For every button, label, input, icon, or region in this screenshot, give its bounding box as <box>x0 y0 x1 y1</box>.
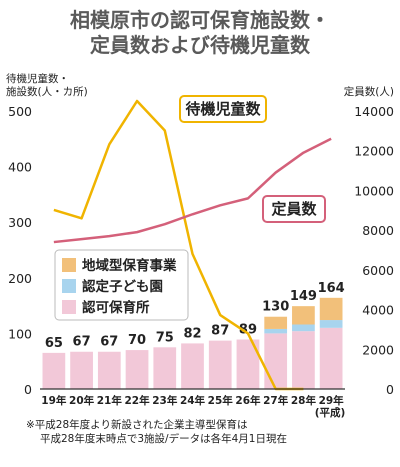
x-tick-label: 21年 <box>97 394 123 407</box>
x-axis-unit: (平成) <box>315 406 346 419</box>
waiting-children-callout-box <box>179 95 267 123</box>
y-right-tick-label: 0 <box>386 382 394 397</box>
y-left-tick-label: 100 <box>8 326 32 341</box>
bar-total-label: 67 <box>100 335 118 350</box>
legend-swatch <box>62 258 76 272</box>
bar-segment-chiiki <box>264 316 288 329</box>
bar-segment-ninka <box>153 347 177 389</box>
legend <box>54 249 189 321</box>
bar-segment-nintei <box>292 324 315 332</box>
bar-segment-ninka <box>125 350 149 389</box>
waiting-children-line <box>53 99 304 391</box>
bar-segment-ninka <box>264 333 288 389</box>
bar-total-label: 70 <box>128 333 146 348</box>
legend-swatch <box>62 279 76 293</box>
y-right-tick-label: 2000 <box>362 342 394 357</box>
bar-segment-ninka <box>208 340 232 389</box>
y-left-tick-label: 300 <box>8 215 32 230</box>
capacity-line <box>53 137 332 244</box>
bar-total-label: 87 <box>211 324 229 339</box>
x-tick-label: 22年 <box>124 394 150 407</box>
bar-total-label: 82 <box>183 326 201 341</box>
y-left-tick-label: 200 <box>8 271 32 286</box>
legend-label: 地域型保育事業 <box>82 257 177 274</box>
y-left-axis-title-line-1: 待機児童数・ <box>6 72 69 85</box>
bar-segment-nintei <box>319 320 343 328</box>
bar-total-label: 89 <box>239 323 257 338</box>
legend-label: 認定子ども園 <box>82 278 163 295</box>
bar-segment-ninka <box>319 327 343 389</box>
y-right-tick-label: 6000 <box>362 263 394 278</box>
bar-segment-ninka <box>70 351 93 389</box>
x-tick-label: 19年 <box>41 394 67 407</box>
x-tick-label: 25年 <box>208 394 234 407</box>
y-left-axis-title-line-2: 施設数(人・カ所) <box>6 85 88 98</box>
y-left-tick-label: 400 <box>8 160 32 175</box>
bar-total-label: 75 <box>156 330 174 345</box>
footnote-line-1: ※平成28年度より新設された企業主導型保育は <box>26 418 247 431</box>
footnote-line-2: 平成28年度末時点で3施設/データは各年4月1日現在 <box>40 432 287 445</box>
chart-title-line-2: 定員数および待機児童数 <box>90 33 311 57</box>
y-right-tick-label: 4000 <box>362 303 394 318</box>
legend-swatch <box>62 300 76 314</box>
capacity-callout-box <box>262 195 326 223</box>
bar-segment-chiiki <box>292 306 315 325</box>
x-tick-label: 20年 <box>69 394 95 407</box>
bar-segment-ninka <box>42 352 66 389</box>
bar-total-label: 164 <box>318 281 345 296</box>
chart-title-line-1: 相模原市の認可保育施設数・ <box>70 8 330 32</box>
bar-segment-chiiki <box>319 297 343 321</box>
x-tick-label: 26年 <box>235 394 261 407</box>
bar-total-label: 65 <box>45 336 63 351</box>
bar-total-label: 67 <box>73 335 91 350</box>
waiting-children-callout-label: 待機児童数 <box>185 100 261 118</box>
x-tick-label: 27年 <box>263 394 289 407</box>
bar-segment-nintei <box>264 328 288 334</box>
y-right-axis-title: 定員数(人) <box>344 85 394 98</box>
bar-segment-ninka <box>292 331 315 389</box>
bar-segment-ninka <box>181 343 204 389</box>
y-right-tick-label: 10000 <box>354 183 394 198</box>
y-right-tick-label: 8000 <box>362 223 394 238</box>
x-tick-label: 29年 <box>319 394 345 407</box>
y-right-tick-label: 14000 <box>354 104 394 119</box>
bar-segment-ninka <box>236 339 260 389</box>
y-left-tick-label: 0 <box>24 382 32 397</box>
bar-segment-ninka <box>97 351 121 389</box>
legend-label: 認可保育所 <box>82 299 150 316</box>
y-right-tick-label: 12000 <box>354 144 394 159</box>
capacity-callout-label: 定員数 <box>271 200 317 218</box>
x-tick-label: 23年 <box>152 394 178 407</box>
bar-total-label: 149 <box>290 289 317 304</box>
x-tick-label: 24年 <box>180 394 206 407</box>
bar-total-label: 130 <box>262 300 289 315</box>
x-tick-label: 28年 <box>291 394 317 407</box>
y-left-tick-label: 500 <box>8 104 32 119</box>
